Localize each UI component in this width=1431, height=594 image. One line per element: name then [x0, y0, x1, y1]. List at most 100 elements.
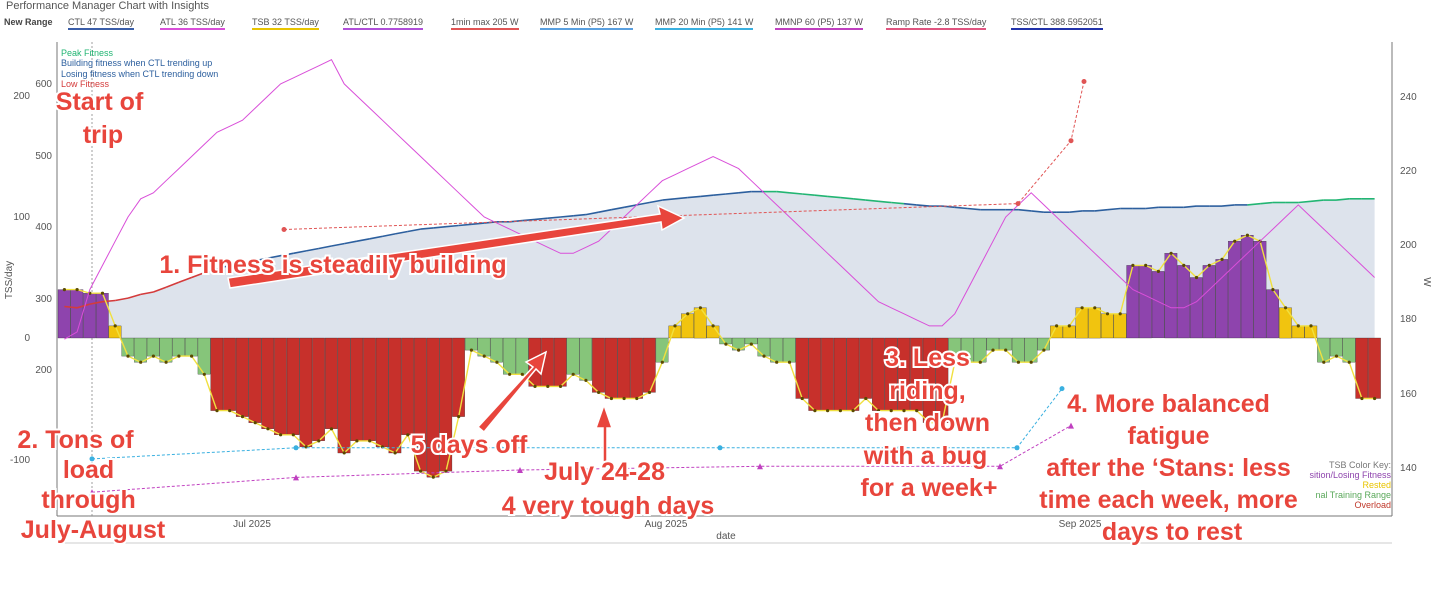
tsb-bar — [872, 337, 885, 411]
tsb-point — [1131, 263, 1135, 267]
annotation-less-riding: 3. Less riding, then down with a bug for… — [861, 344, 998, 502]
tsb-bar — [1100, 313, 1114, 339]
x-axis: Jul 2025 Aug 2025 Sep 2025 date — [233, 519, 1102, 542]
ctl-line-segment — [394, 230, 408, 235]
tsb-key-training: nal Training Range — [1315, 490, 1391, 500]
ctl-line-segment — [534, 217, 548, 221]
tsb-bar — [1266, 289, 1279, 339]
legend-ramp-rate[interactable]: Ramp Rate -2.8 TSS/day — [886, 17, 987, 30]
tsb-point — [1093, 306, 1097, 310]
x-tick: Jul 2025 — [233, 519, 271, 530]
annotation-start-of-trip: Start of trip — [56, 88, 150, 149]
annotation-line: 3. Less — [885, 344, 970, 372]
tsb-point — [1016, 360, 1021, 364]
annotation-balanced-fatigue: 4. More balanced fatigue after the ‘Stan… — [1039, 390, 1304, 546]
new-range-button[interactable]: New Range — [4, 17, 53, 27]
ctl-line-segment — [369, 235, 383, 240]
tsb-point — [1156, 269, 1160, 273]
fitness-legend-peak: Peak Fitness — [61, 48, 114, 58]
tss-tick: 300 — [35, 294, 52, 305]
tsb-point — [469, 348, 473, 352]
tsb-point — [1055, 324, 1059, 328]
tsb-point — [686, 312, 690, 316]
legend-1min-max[interactable]: 1min max 205 W — [451, 17, 519, 30]
tsb-point — [1194, 275, 1199, 280]
legend-tsb[interactable]: TSB 32 TSS/day — [252, 17, 319, 30]
tsb-point — [711, 324, 715, 328]
annotation-line: through — [41, 486, 135, 514]
tsb-bar — [999, 337, 1012, 351]
annotation-july-24-28: July 24-28 4 very tough days — [502, 458, 715, 520]
tss-axis: 600 500 400 300 200 — [35, 79, 52, 376]
tsb-bar — [1202, 265, 1216, 339]
tsb-bar — [782, 337, 796, 363]
tsb-point — [673, 324, 677, 328]
ctl-line-segment — [1107, 207, 1121, 211]
tsb-bar — [1037, 337, 1051, 351]
tsb-bar — [1062, 325, 1076, 339]
tsb-key-rested: Rested — [1362, 480, 1391, 490]
tsb-point — [698, 306, 703, 310]
tsb-bar — [1139, 265, 1152, 339]
tsb-bar — [1075, 307, 1089, 339]
power-point — [1014, 445, 1020, 451]
tsb-point — [571, 372, 575, 376]
tsb-bar — [859, 337, 872, 399]
ctl-line-segment — [420, 227, 434, 230]
tsb-tick: 100 — [13, 212, 30, 223]
tsb-bar — [159, 337, 173, 363]
ctl-line-segment — [293, 250, 307, 255]
ctl-line-segment — [573, 213, 586, 217]
ctl-line-segment — [204, 268, 218, 274]
legend-atl-ctl[interactable]: ATL/CTL 0.7758919 — [343, 17, 424, 30]
tsb-bar — [1329, 337, 1343, 357]
tss-tick: 500 — [35, 151, 52, 162]
ctl-line-segment — [1298, 200, 1312, 204]
tsb-point — [762, 354, 766, 358]
tsb-point — [978, 360, 982, 364]
legend-atl[interactable]: ATL 36 TSS/day — [160, 17, 225, 30]
legend-mmp20[interactable]: MMP 20 Min (P5) 141 W — [655, 17, 754, 30]
tsb-point — [1029, 360, 1033, 364]
legend-mmnp60[interactable]: MMNP 60 (P5) 137 W — [775, 17, 863, 30]
tsb-bar — [630, 337, 643, 399]
annotation-arrows — [227, 204, 686, 463]
tsb-bar — [235, 337, 249, 417]
tsb-bar — [464, 337, 478, 351]
tsb-point — [635, 396, 639, 401]
tsb-bar — [1088, 307, 1101, 339]
ctl-line-segment — [242, 259, 256, 264]
annotation-line: 4. More balanced — [1067, 390, 1270, 418]
power-point — [89, 489, 95, 496]
ctl-line-segment — [840, 196, 854, 200]
tsb-key-overload: Overload — [1354, 500, 1391, 510]
tsb-bar — [223, 337, 236, 411]
tsb-point — [1169, 251, 1173, 255]
w-tick: 140 — [1400, 463, 1417, 474]
tsb-point — [266, 427, 270, 431]
ctl-line-segment — [1247, 202, 1261, 206]
power-point — [497, 445, 503, 451]
ctl-line-segment — [827, 195, 841, 199]
legend-tss-ctl[interactable]: TSS/CTL 388.5952051 — [1011, 17, 1103, 30]
tsb-point — [100, 291, 105, 295]
ctl-line-segment — [267, 254, 281, 259]
tsb-point — [1144, 263, 1148, 267]
tsb-point — [876, 409, 881, 413]
tsb-point — [851, 409, 855, 413]
ctl-line-segment — [344, 240, 358, 245]
tsb-bar — [83, 293, 96, 339]
legend-ctl[interactable]: CTL 47 TSS/day — [68, 17, 135, 30]
tsb-point — [724, 342, 728, 346]
legend-mmp5[interactable]: MMP 5 Min (P5) 167 W — [540, 17, 634, 30]
annotation-line: 4 very tough days — [502, 492, 715, 520]
power-point — [293, 474, 299, 481]
fitness-legend-low: Low Fitness — [61, 79, 110, 89]
ctl-line-segment — [789, 192, 803, 195]
tsb-point — [864, 396, 868, 401]
tsb-point — [1207, 263, 1211, 267]
w-tick: 220 — [1400, 166, 1417, 177]
tsb-bar — [770, 337, 783, 363]
ctl-line-segment — [585, 211, 599, 216]
